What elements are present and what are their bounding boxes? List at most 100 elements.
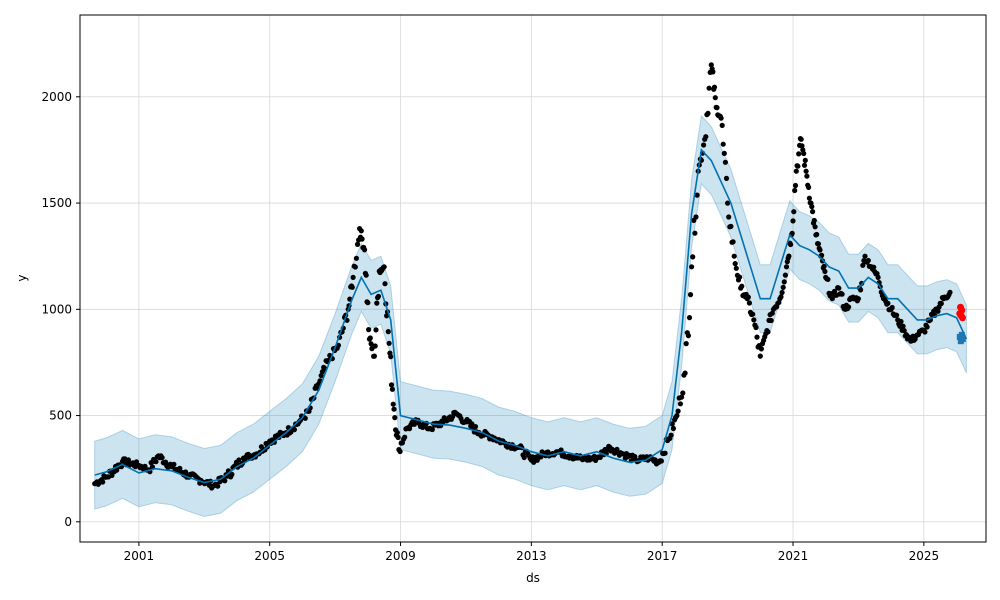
observed-point [822,268,828,275]
observed-point [690,254,696,260]
observed-point [769,310,775,316]
observed-point [821,263,827,269]
observed-point [675,408,681,414]
observed-point [811,217,817,224]
observed-point [318,373,324,379]
observed-point [836,285,842,291]
observed-point [733,265,739,271]
observed-point [694,192,700,198]
observed-point [753,324,759,331]
observed-point [680,390,686,396]
observed-point [719,122,725,128]
observed-point [722,159,729,165]
observed-point [229,471,235,477]
observed-point [390,401,396,407]
observed-point [751,317,757,323]
observed-point [801,150,807,157]
observed-point [349,284,355,290]
observed-point [703,134,709,140]
observed-point [388,382,395,388]
observed-point [385,329,391,335]
observed-point [359,236,365,242]
observed-point [114,467,120,473]
observed-point [730,239,736,245]
observed-point [558,447,564,453]
observed-point [469,421,475,427]
observed-point [858,287,864,293]
observed-point [302,415,308,421]
observed-point [802,157,808,163]
observed-point [372,343,378,349]
observed-point [739,283,745,289]
observed-point [397,448,403,455]
observed-point [366,327,372,333]
y-tick-label: 1500 [41,196,72,210]
observed-point [669,421,675,427]
observed-point [668,432,674,438]
observed-point [938,300,944,307]
observed-point [855,296,862,302]
uncertainty-band-layer [94,114,967,518]
observed-point [757,353,763,359]
y-tick-label: 2000 [41,90,72,104]
observed-point [809,204,815,210]
observed-point [817,247,823,253]
observed-point [814,231,820,238]
observed-point [812,224,818,230]
observed-point [712,95,718,101]
observed-point [708,62,714,68]
observed-point [171,461,177,467]
observed-point [674,413,680,419]
observed-point [731,253,737,259]
highlight-point [958,306,966,314]
observed-point [670,425,677,432]
observed-point [875,274,881,280]
observed-point [871,264,877,270]
observed-point [922,329,928,335]
observed-point [898,318,904,325]
x-tick-label: 2005 [254,549,285,563]
observed-point [737,274,743,280]
observed-point [521,454,527,461]
observed-point [163,459,169,465]
observed-point [389,386,395,392]
x-tick-label: 2017 [647,549,678,563]
observed-point [215,483,221,489]
y-tick-label: 500 [49,409,72,423]
observed-point [386,340,392,346]
observed-point [831,288,838,294]
observed-point [846,304,852,310]
observed-point [384,313,390,319]
observed-point [692,230,698,236]
observed-point [677,401,684,407]
observed-point [693,214,699,220]
observed-point [885,300,891,306]
plot-frame [79,14,987,543]
observed-point [789,230,795,236]
observed-point [782,272,789,278]
observed-point [597,454,603,460]
observed-point [839,291,845,297]
observed-point [732,261,738,267]
observed-point [402,434,408,440]
observed-point [765,329,771,335]
grid-layer [80,15,986,542]
forecast-point [958,331,965,338]
observed-point [392,415,398,421]
observed-point [804,173,810,179]
observed-point [159,455,165,461]
observed-point [791,209,797,215]
observed-point [825,276,831,282]
observed-point [795,163,801,169]
x-tick-label: 2021 [778,549,809,563]
observed-point [793,168,799,174]
observed-point [658,458,665,464]
uncertainty-band [94,114,967,518]
observed-point [358,228,364,234]
observed-point [779,289,785,296]
y-tick-label: 0 [64,515,72,529]
observed-point [745,294,751,300]
observed-point [391,406,397,412]
observed-point [353,255,359,261]
